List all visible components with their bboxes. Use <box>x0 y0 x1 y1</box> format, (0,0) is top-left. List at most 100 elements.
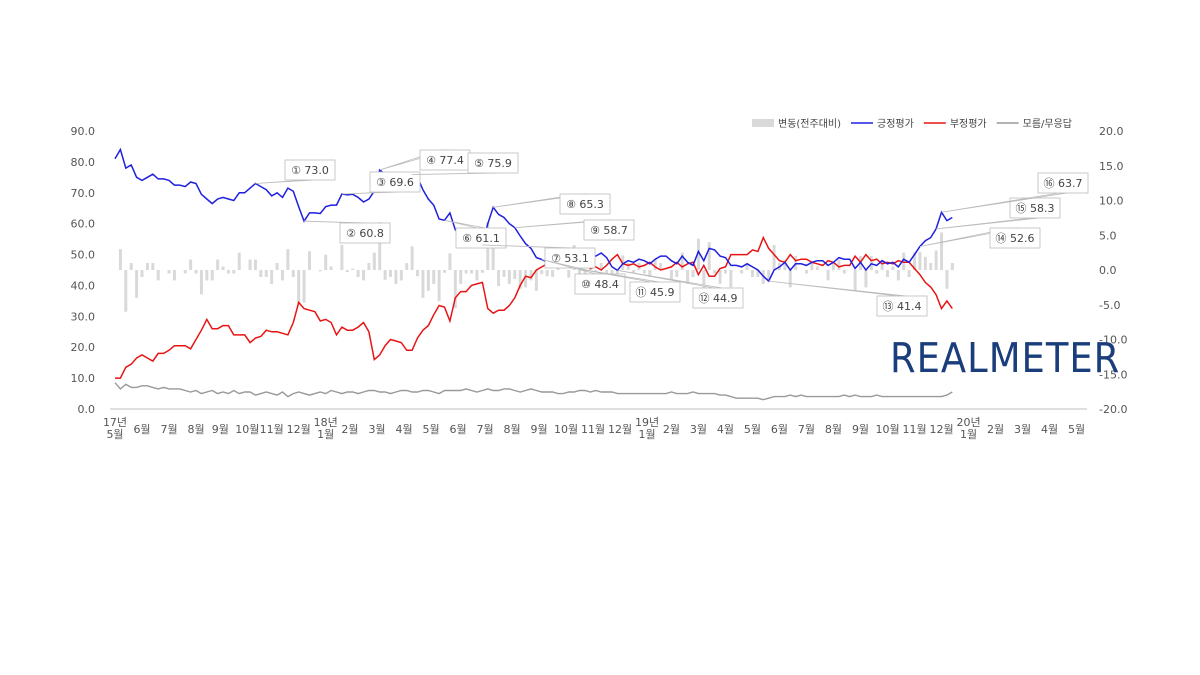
change-bar <box>145 263 149 270</box>
callout-label: ② 60.8 <box>346 227 384 240</box>
change-bar <box>378 222 382 270</box>
change-bar <box>275 263 279 270</box>
change-bar <box>713 270 717 274</box>
legend: 변동(전주대비) 긍정평가 부정평가 모름/무응답 <box>752 118 1072 130</box>
callout-label: ⑤ 75.9 <box>474 157 512 170</box>
change-bar <box>702 270 706 291</box>
x-tick-label: 4월 <box>395 423 412 436</box>
change-bar <box>475 270 479 281</box>
change-bar <box>551 270 555 277</box>
change-bar <box>151 263 155 270</box>
change-bar <box>907 270 911 277</box>
callout-pointer <box>255 179 315 184</box>
callout-label: ⑮ 58.3 <box>1016 202 1055 215</box>
change-bar <box>389 270 392 277</box>
change-bar <box>880 259 884 270</box>
x-tick-label: 2월 <box>987 423 1004 436</box>
callout-pointer <box>936 217 1040 230</box>
callout-box <box>284 159 336 181</box>
callout-label: ⑬ 41.4 <box>883 300 922 313</box>
change-bar <box>680 252 684 270</box>
change-bar <box>940 232 944 270</box>
change-bar <box>443 270 447 273</box>
change-bar <box>340 244 344 270</box>
callout-label: ⑯ 63.7 <box>1044 177 1083 190</box>
x-tick-label: 11월 <box>260 423 284 436</box>
change-bar <box>723 270 727 274</box>
change-bar <box>399 270 403 281</box>
change-bar <box>394 270 398 284</box>
y-left-tick-label: 50.0 <box>71 249 96 262</box>
y-right-tick-label: 5.0 <box>1099 229 1117 242</box>
change-bar <box>729 270 733 288</box>
change-bar <box>280 270 284 281</box>
y-left-tick-label: 90.0 <box>71 125 96 138</box>
x-tick-label: 17년 5월 <box>103 416 127 441</box>
x-tick-label: 8월 <box>187 423 204 436</box>
change-bar <box>745 263 749 270</box>
change-bar <box>491 233 495 270</box>
change-bar <box>416 270 420 277</box>
callout-box <box>989 227 1041 249</box>
change-bar <box>696 238 700 270</box>
x-tick-label: 10월 <box>235 423 259 436</box>
change-bar <box>772 244 776 270</box>
x-tick-label: 12월 <box>929 423 953 436</box>
change-bar <box>291 270 295 277</box>
change-bar <box>448 253 452 270</box>
x-tick-label: 18년 1월 <box>314 416 338 441</box>
change-bar <box>524 270 528 288</box>
change-bar <box>226 270 230 274</box>
x-tick-label: 9월 <box>852 423 869 436</box>
change-bar <box>918 251 922 270</box>
weekly-change-bars <box>118 222 954 312</box>
change-bar <box>653 259 657 270</box>
change-bar <box>167 270 171 274</box>
x-tick-label: 9월 <box>212 423 229 436</box>
change-bar <box>567 270 571 278</box>
change-bar <box>297 270 301 305</box>
change-bar <box>199 270 203 295</box>
change-bar <box>140 270 144 277</box>
change-bar <box>172 270 176 281</box>
y-right-tick-label: -10.0 <box>1099 334 1127 347</box>
x-tick-label: 9월 <box>531 423 548 436</box>
change-bar <box>367 263 371 270</box>
callout-label: ⑫ 44.9 <box>699 292 738 305</box>
callout-box <box>1037 172 1089 194</box>
x-tick-label: 3월 <box>1014 423 1031 436</box>
change-bar <box>470 270 474 274</box>
change-bar <box>129 263 133 270</box>
change-bar <box>740 270 744 274</box>
change-bar <box>118 249 122 270</box>
change-bar <box>950 263 954 270</box>
change-bar <box>324 254 328 270</box>
y-right-tick-label: -20.0 <box>1099 403 1127 416</box>
x-tick-label: 19년 1월 <box>635 416 659 441</box>
change-bar <box>691 270 695 277</box>
x-tick-label: 20년 1월 <box>956 416 980 441</box>
callout-pointer <box>444 219 486 229</box>
callout-label: ④ 77.4 <box>426 154 464 167</box>
approve-line <box>114 147 953 283</box>
change-bar <box>189 259 193 270</box>
change-bar <box>497 270 501 286</box>
callout-label: ① 73.0 <box>291 164 329 177</box>
change-bar <box>426 270 430 291</box>
x-tick-label: 8월 <box>504 423 521 436</box>
change-bar <box>788 270 792 288</box>
y-right-tick-label: -5.0 <box>1099 299 1120 312</box>
change-bar <box>464 270 468 274</box>
chart-axes: 90.0 80.0 70.0 60.0 50.0 40.0 30.0 20.0 10.0 0.0 2… <box>71 125 1128 441</box>
y-right-tick-label: 10.0 <box>1099 195 1124 208</box>
change-bar <box>421 270 425 298</box>
y-left-tick-label: 70.0 <box>71 187 96 200</box>
change-bar <box>259 270 263 277</box>
callout-label: ⑦ 53.1 <box>551 252 589 265</box>
change-bar <box>545 270 549 277</box>
change-bar <box>410 246 414 270</box>
change-bar <box>502 270 506 277</box>
change-bar <box>669 270 673 281</box>
change-bar <box>810 263 814 270</box>
